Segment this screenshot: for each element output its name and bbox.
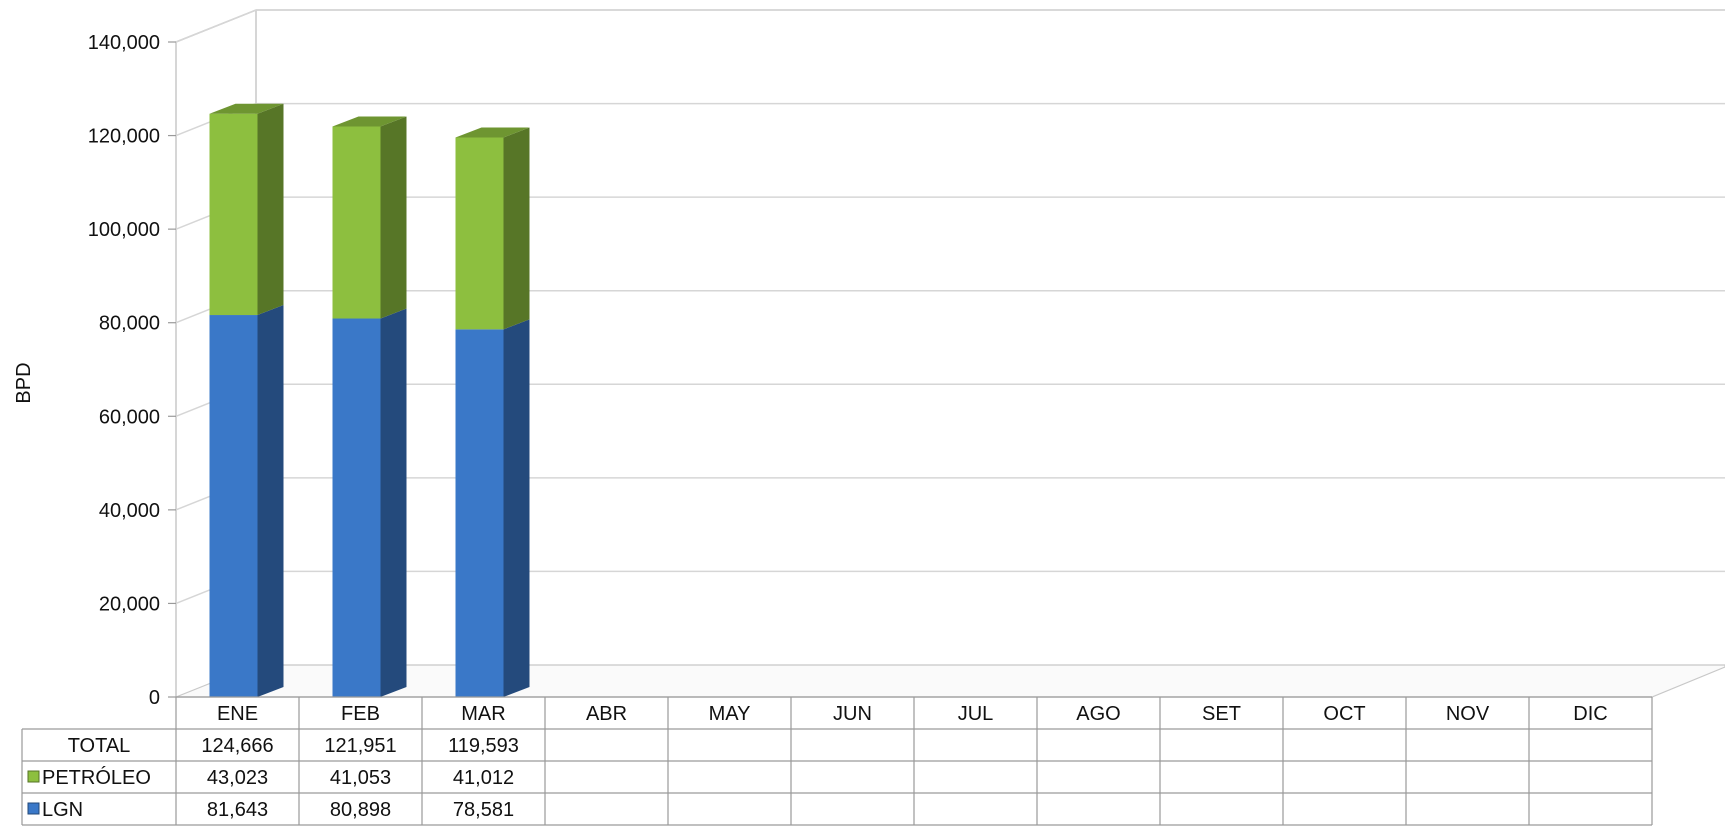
y-tick-label: 80,000: [99, 313, 160, 335]
gridline: [175, 9, 1725, 43]
legend-label-lgn: LGN: [42, 799, 83, 821]
bars: [209, 103, 530, 697]
data-label: 124,666: [201, 735, 273, 757]
bar-side-petróleo-mar: [503, 127, 530, 330]
gridline: [175, 102, 1725, 137]
category-label-may: MAY: [709, 703, 751, 725]
gridline: [175, 196, 1725, 230]
bar-lgn-ene: [209, 315, 258, 697]
bar-stack-mar: [455, 127, 530, 697]
gridline: [175, 570, 1725, 605]
data-label: 81,643: [207, 799, 268, 821]
floor: [175, 664, 1725, 698]
bar-top-mar: [455, 127, 530, 138]
bar-side-lgn-ene: [257, 305, 284, 697]
category-label-dic: DIC: [1573, 703, 1607, 725]
bar-petróleo-ene: [209, 113, 258, 316]
y-tick-label: 100,000: [88, 219, 160, 241]
y-tick-label: 40,000: [99, 500, 160, 522]
gridlines: [175, 9, 1725, 605]
category-label-jul: JUL: [958, 703, 994, 725]
gridline: [175, 477, 1725, 511]
category-label-ago: AGO: [1076, 703, 1120, 725]
data-label: 43,023: [207, 767, 268, 789]
category-label-set: SET: [1202, 703, 1241, 725]
bar-lgn-mar: [455, 329, 504, 697]
bar-side-lgn-mar: [503, 319, 530, 697]
bar-lgn-feb: [332, 318, 381, 697]
gridline: [175, 289, 1725, 324]
data-label: 119,593: [448, 735, 519, 757]
y-axis-ticks: 0 20,000 40,000 60,000 80,000 100,000 120,000 1…: [88, 32, 176, 709]
category-label-oct: OCT: [1323, 703, 1365, 725]
category-label-mar: MAR: [461, 703, 505, 725]
category-label-nov: NOV: [1446, 703, 1490, 725]
bar-side-lgn-feb: [380, 308, 407, 697]
category-label-jun: JUN: [833, 703, 872, 725]
bar-petróleo-mar: [455, 137, 504, 330]
plot-walls: [175, 9, 1725, 698]
y-tick-label: 140,000: [88, 32, 160, 54]
legend-swatch-petróleo: [27, 770, 40, 783]
y-tick-label: 120,000: [88, 126, 160, 148]
category-label-abr: ABR: [586, 703, 627, 725]
bar-petróleo-feb: [332, 126, 381, 319]
data-label: 41,012: [453, 767, 514, 789]
gridline: [175, 383, 1725, 417]
y-tick-label: 20,000: [99, 593, 160, 615]
back-wall-top-edge: [175, 9, 1725, 43]
bar-stack-ene: [209, 103, 284, 697]
y-axis-label: BPD: [13, 362, 35, 403]
bar-stack-feb: [332, 116, 407, 697]
bar-side-petróleo-ene: [257, 103, 284, 316]
y-tick-label: 0: [149, 687, 160, 709]
legend-label-petróleo: PETRÓLEO: [42, 766, 151, 789]
data-table: ENE FEB MAR ABR MAY JUN JUL AGO SET OCT NOV DIC TOTA…: [21, 696, 1653, 826]
bar-top-ene: [209, 103, 284, 114]
row-label-total: TOTAL: [68, 735, 131, 757]
data-label: 78,581: [453, 799, 514, 821]
category-label-ene: ENE: [217, 703, 258, 725]
data-label: 121,951: [324, 735, 396, 757]
bar-side-petróleo-feb: [380, 116, 407, 319]
data-label: 41,053: [330, 767, 391, 789]
y-tick-label: 60,000: [99, 406, 160, 428]
bar-top-feb: [332, 116, 407, 127]
data-label: 80,898: [330, 799, 391, 821]
legend-swatch-lgn: [27, 802, 40, 815]
category-label-feb: FEB: [341, 703, 380, 725]
